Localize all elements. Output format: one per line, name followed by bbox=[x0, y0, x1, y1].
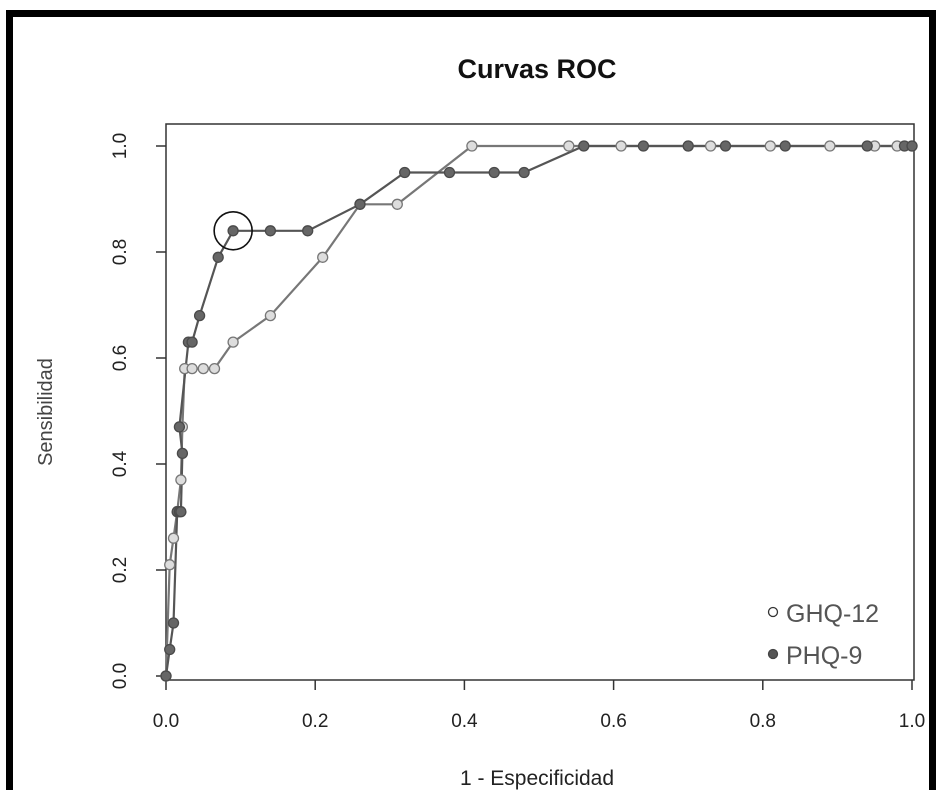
y-tick-label: 0.8 bbox=[110, 239, 131, 265]
data-point-phq-9 bbox=[176, 447, 189, 460]
data-point-phq-9 bbox=[186, 336, 198, 348]
data-point-phq-9 bbox=[302, 225, 314, 237]
legend-label-ghq-12: GHQ-12 bbox=[786, 600, 879, 628]
data-point-phq-9 bbox=[173, 421, 186, 433]
data-point-ghq-12 bbox=[167, 532, 180, 544]
data-point-phq-9 bbox=[167, 617, 180, 629]
y-tick-label: 0.2 bbox=[110, 557, 131, 583]
data-point-phq-9 bbox=[518, 166, 530, 179]
x-tick-label: 0.0 bbox=[153, 711, 179, 732]
y-tick-label: 0.6 bbox=[110, 345, 131, 371]
data-point-phq-9 bbox=[719, 140, 732, 152]
x-tick-label: 0.6 bbox=[600, 711, 626, 732]
plot-area bbox=[165, 123, 915, 681]
data-point-ghq-12 bbox=[317, 251, 329, 263]
data-point-ghq-12 bbox=[704, 140, 717, 152]
x-axis-label: 1 - Especificidad bbox=[460, 767, 614, 790]
data-point-ghq-12 bbox=[466, 140, 478, 152]
data-point-phq-9 bbox=[578, 140, 590, 152]
y-axis-label: Sensibilidad bbox=[35, 358, 57, 466]
data-point-ghq-12 bbox=[197, 362, 209, 375]
x-tick-label: 1.0 bbox=[899, 711, 925, 732]
data-point-phq-9 bbox=[264, 225, 277, 237]
data-point-ghq-12 bbox=[164, 559, 176, 571]
y-tick-label: 0.4 bbox=[110, 450, 131, 477]
data-point-ghq-12 bbox=[764, 140, 776, 152]
y-tick-label: 0.0 bbox=[110, 663, 131, 689]
data-point-phq-9 bbox=[354, 198, 366, 210]
series-line-phq-9 bbox=[164, 144, 912, 677]
x-tick-label: 0.8 bbox=[750, 711, 776, 732]
data-point-phq-9 bbox=[193, 309, 206, 322]
data-point-ghq-12 bbox=[824, 140, 836, 152]
data-point-phq-9 bbox=[906, 140, 918, 152]
chart-title: Curvas ROC bbox=[457, 54, 616, 84]
data-point-phq-9 bbox=[488, 166, 500, 179]
data-point-phq-9 bbox=[637, 140, 650, 152]
data-point-ghq-12 bbox=[186, 362, 198, 375]
data-point-phq-9 bbox=[399, 166, 411, 179]
legend-marker-phq-9 bbox=[767, 648, 779, 660]
data-point-phq-9 bbox=[227, 225, 239, 237]
x-tick-label: 0.2 bbox=[302, 711, 328, 732]
data-point-phq-9 bbox=[682, 140, 694, 152]
data-point-phq-9 bbox=[160, 670, 172, 682]
series-line-ghq-12 bbox=[164, 144, 912, 677]
legend-label-phq-9: PHQ-9 bbox=[786, 642, 862, 670]
data-point-ghq-12 bbox=[175, 474, 187, 486]
data-point-phq-9 bbox=[443, 166, 456, 179]
data-point-phq-9 bbox=[779, 140, 791, 152]
data-point-phq-9 bbox=[164, 643, 176, 656]
data-point-ghq-12 bbox=[227, 336, 239, 348]
data-point-phq-9 bbox=[212, 251, 224, 263]
data-point-ghq-12 bbox=[208, 362, 221, 375]
highlight-circle bbox=[213, 211, 253, 251]
legend-marker-ghq-12 bbox=[767, 606, 779, 618]
y-tick-label: 1.0 bbox=[110, 133, 131, 159]
data-point-phq-9 bbox=[175, 506, 187, 518]
chart-frame bbox=[6, 10, 936, 790]
data-point-ghq-12 bbox=[264, 309, 277, 322]
x-tick-label: 0.4 bbox=[451, 711, 478, 732]
data-point-ghq-12 bbox=[615, 140, 627, 152]
data-point-ghq-12 bbox=[391, 198, 403, 210]
data-point-phq-9 bbox=[861, 140, 873, 152]
data-point-ghq-12 bbox=[563, 140, 575, 152]
